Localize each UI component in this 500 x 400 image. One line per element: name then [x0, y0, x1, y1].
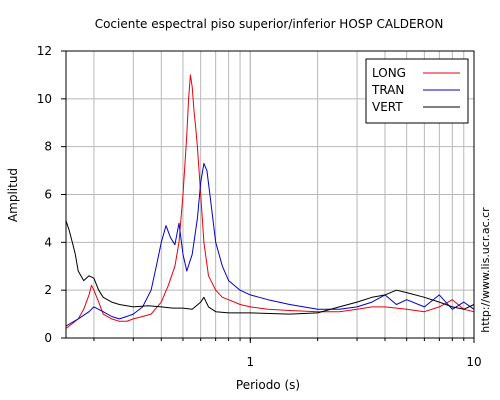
- x-axis-label: Periodo (s): [236, 378, 300, 392]
- x-tick-label: 1: [246, 355, 254, 369]
- legend: LONG TRAN VERT: [365, 58, 469, 124]
- series-layer: [65, 74, 475, 329]
- series-line-tran: [65, 162, 475, 327]
- series-line-vert: [65, 220, 475, 315]
- legend-label-vert: VERT: [372, 100, 403, 114]
- y-tick-label: 10: [37, 92, 52, 106]
- legend-label-long: LONG: [372, 66, 406, 80]
- axis-ticks: 0 2 4 6 8 10 12 1 10: [37, 44, 482, 369]
- y-tick-label: 2: [44, 283, 52, 297]
- y-tick-label: 8: [44, 140, 52, 154]
- y-tick-label: 4: [44, 235, 52, 249]
- y-tick-label: 6: [44, 188, 52, 202]
- legend-label-tran: TRAN: [371, 83, 404, 97]
- y-tick-label: 0: [44, 331, 52, 345]
- legend-box: [365, 58, 469, 124]
- grid-lines: [66, 51, 474, 338]
- x-tick-label: 10: [466, 355, 481, 369]
- y-tick-label: 12: [37, 44, 52, 58]
- series-line-long: [65, 74, 475, 329]
- chart-title: Cociente espectral piso superior/inferio…: [95, 17, 444, 31]
- y-axis-label: Amplitud: [6, 168, 20, 222]
- source-url: http://www.lis.ucr.ac.cr: [479, 207, 492, 333]
